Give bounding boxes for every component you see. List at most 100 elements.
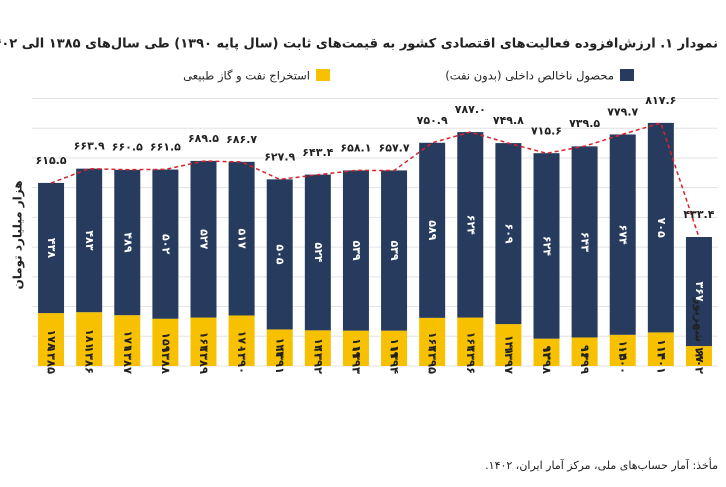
bar-value-label: ۱۷۰ — [236, 331, 249, 351]
bar-segment — [38, 313, 65, 366]
chart-title: نمودار ۱. ارزش‌افزوده فعالیت‌های اقتصادی… — [0, 37, 718, 52]
y-axis-label: هزار میلیارد تومان — [11, 180, 26, 289]
bar-value-label: ۵۳۹ — [350, 240, 363, 260]
total-label: ۷۴۹.۸ — [493, 114, 524, 127]
bar-value-label: ۶۴۳ — [579, 232, 592, 252]
bar-value-label: ۱۵۹ — [159, 332, 172, 352]
x-tick-label: ۱۴۰۲ شهریور — [691, 297, 706, 374]
total-label: ۶۲۷.۹ — [264, 150, 295, 163]
bar-segment — [190, 160, 217, 318]
legend-swatch — [620, 69, 634, 81]
total-label: ۴۳۳.۴ — [683, 208, 714, 221]
total-label: ۶۵۸.۱ — [340, 141, 371, 154]
x-tick-label: ۱۳۹۳ — [349, 346, 363, 374]
bar-value-label: ۱۱۹ — [350, 338, 363, 358]
legend-swatch — [316, 69, 330, 81]
bar-value-label: ۳۶۷ — [693, 281, 706, 301]
bar-value-label: ۱۷۱ — [121, 331, 134, 351]
x-tick-label: ۱۳۸۷ — [121, 346, 135, 374]
bar-segment — [381, 330, 408, 366]
bar-segment — [76, 312, 103, 366]
x-tick-label: ۱۳۹۰ — [235, 346, 249, 374]
bar-segment — [38, 182, 65, 314]
bar-value-label: ۴۸۳ — [83, 230, 96, 250]
bar-segment — [76, 168, 103, 313]
total-label: ۶۸۹.۵ — [188, 132, 219, 145]
bar-segment — [342, 170, 369, 331]
x-tick-label: ۱۳۸۶ — [83, 346, 97, 374]
bar-value-label: ۱۱۳ — [655, 339, 668, 359]
bar-value-label: ۱۶۲ — [426, 332, 439, 352]
bar-segment — [419, 142, 446, 318]
bar-value-label: ۱۶۳ — [198, 332, 211, 352]
source-note: مأخذ: آمار حساب‌های ملی، مرکز آمار ایران… — [485, 457, 718, 472]
total-label: ۷۱۵.۶ — [531, 124, 562, 137]
x-tick-label: ۱۳۹۹ — [578, 346, 592, 374]
x-tick-label: ۱۴۰۱ — [654, 346, 668, 374]
total-label: ۷۸۷.۰ — [455, 103, 486, 116]
x-tick-label: ۱۳۹۵ — [426, 346, 440, 374]
bar-value-label: ۶۲۴ — [464, 215, 477, 235]
bar-value-label: ۱۰۵ — [617, 340, 630, 360]
bar-segment — [114, 315, 141, 366]
bar-segment — [647, 332, 674, 366]
bar-value-label: ۹۲ — [541, 346, 554, 360]
bar-segment — [571, 146, 598, 338]
bar-value-label: ۵۲۷ — [198, 229, 211, 249]
bar-segment — [266, 329, 293, 366]
total-label: ۶۱۵.۵ — [36, 154, 67, 167]
x-tick-label: ۱۴۰۰ — [616, 346, 630, 374]
bar-value-label: ۵۸۹ — [426, 220, 439, 240]
x-tick-label: ۱۳۹۴ — [388, 346, 402, 374]
bar-segment — [609, 134, 636, 335]
bar-value-label: ۴۳۸ — [45, 238, 58, 258]
bar-value-label: ۶۷۴ — [617, 225, 630, 245]
bar-value-label: ۵۰۲ — [159, 234, 172, 254]
bar-segment — [457, 132, 484, 318]
bar-segment — [304, 330, 331, 366]
bar-segment — [647, 122, 674, 333]
bar-value-label: ۱۱۹ — [388, 338, 401, 358]
bar-value-label: ۱۴۱ — [502, 335, 515, 355]
legend-label: محصول ناخالص داخلی (بدون نفت) — [445, 69, 614, 84]
total-label: ۷۵۰.۹ — [417, 114, 448, 127]
bar-segment — [152, 318, 179, 366]
x-tick-label: ۱۳۸۸ — [159, 346, 173, 374]
bar-segment — [533, 153, 560, 339]
bar-segment — [228, 161, 255, 316]
bar-value-label: ۶۰۹ — [502, 224, 515, 244]
bar-value-label: ۱۲۰ — [312, 338, 325, 358]
x-tick-label: ۱۳۹۲ — [311, 346, 325, 374]
total-label: ۶۶۰.۵ — [112, 141, 143, 154]
bar-value-label: ۵۲۴ — [312, 242, 325, 262]
x-tick-label: ۱۳۸۵ — [45, 346, 59, 374]
x-tick-label: ۱۳۹۸ — [540, 346, 554, 374]
bar-segment — [266, 179, 293, 330]
bar-segment — [457, 317, 484, 366]
x-tick-label: ۱۳۸۹ — [197, 346, 211, 374]
bar-value-label: ۵۳۹ — [388, 240, 401, 260]
bar-value-label: ۹۶ — [579, 345, 592, 358]
bar-segment — [304, 174, 331, 331]
total-label: ۷۷۹.۷ — [607, 105, 638, 118]
total-label: ۶۶۳.۹ — [74, 140, 105, 153]
bar-segment — [533, 338, 560, 366]
total-label: ۷۳۹.۵ — [569, 117, 600, 130]
x-tick-label: ۱۳۹۱ — [273, 346, 287, 374]
bar-value-label: ۷۰۵ — [655, 218, 668, 238]
total-label: ۸۱۷.۶ — [645, 94, 676, 107]
bar-segment — [114, 169, 141, 316]
bar-segment — [685, 346, 712, 366]
total-label: ۶۸۶.۷ — [226, 133, 257, 146]
bar-segment — [495, 324, 522, 366]
bar-segment — [228, 315, 255, 366]
total-line — [50, 122, 700, 238]
total-label: ۶۶۱.۵ — [150, 140, 181, 153]
bar-segment — [609, 334, 636, 366]
bar-segment — [495, 143, 522, 325]
bar-value-label: ۶۲۴ — [541, 236, 554, 256]
bar-segment — [571, 337, 598, 366]
bar-value-label: ۵۰۵ — [274, 244, 287, 264]
x-tick-label: ۱۳۹۷ — [502, 346, 516, 374]
bar-segment — [685, 237, 712, 347]
